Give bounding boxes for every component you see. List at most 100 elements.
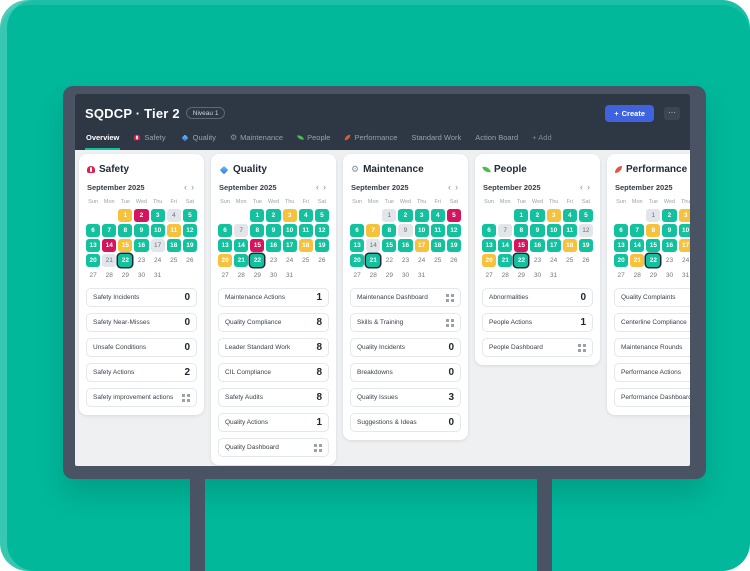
day-cell[interactable]: 10	[150, 224, 165, 237]
day-cell[interactable]: 7	[102, 224, 117, 237]
day-cell[interactable]: 23	[269, 257, 278, 264]
day-cell[interactable]: 4	[562, 209, 577, 222]
day-cell[interactable]: 28	[105, 272, 113, 279]
tab-add[interactable]: + Add	[531, 130, 552, 150]
day-cell[interactable]: 25	[302, 257, 310, 264]
day-cell[interactable]: 31	[418, 272, 426, 279]
day-cell[interactable]: 12	[446, 224, 461, 237]
day-cell[interactable]: 30	[665, 272, 674, 279]
metric-row-safety-near-misses[interactable]: Safety Near-Misses 0	[86, 313, 197, 332]
day-cell[interactable]: 15	[514, 239, 529, 252]
metric-row-suggestions-ideas[interactable]: Suggestions & Ideas 0	[350, 413, 461, 432]
day-cell[interactable]: 27	[617, 272, 625, 279]
day-cell[interactable]: 23	[533, 257, 542, 264]
day-cell[interactable]: 28	[633, 272, 641, 279]
metric-row-cil-compliance[interactable]: CIL Compliance 8	[218, 363, 329, 382]
day-cell[interactable]: 21	[102, 254, 117, 267]
day-cell[interactable]: 4	[166, 209, 181, 222]
day-cell[interactable]: 21	[498, 254, 513, 267]
day-cell[interactable]: 11	[562, 224, 577, 237]
metric-row-maintenance-actions[interactable]: Maintenance Actions 1	[218, 288, 329, 307]
metric-row-breakdowns[interactable]: Breakdowns 0	[350, 363, 461, 382]
day-cell[interactable]: 17	[150, 239, 165, 252]
day-cell[interactable]: 2	[530, 209, 545, 222]
day-cell[interactable]: 21	[630, 254, 645, 267]
day-cell[interactable]: 9	[134, 224, 149, 237]
metric-row-people-actions[interactable]: People Actions 1	[482, 313, 593, 332]
day-cell[interactable]: 30	[533, 272, 542, 279]
day-cell[interactable]: 15	[382, 239, 397, 252]
tab-performance[interactable]: Performance	[343, 130, 398, 150]
day-cell[interactable]: 10	[282, 224, 297, 237]
day-cell[interactable]: 27	[89, 272, 97, 279]
day-cell[interactable]: 26	[582, 257, 590, 264]
day-cell[interactable]: 6	[482, 224, 497, 237]
day-cell[interactable]: 20	[482, 254, 497, 267]
day-cell[interactable]: 27	[353, 272, 361, 279]
day-cell[interactable]: 29	[385, 272, 393, 279]
day-cell[interactable]: 27	[485, 272, 493, 279]
day-cell[interactable]: 12	[578, 224, 593, 237]
day-cell[interactable]: 9	[266, 224, 281, 237]
tab-maintenance[interactable]: ⚙ Maintenance	[229, 130, 284, 150]
day-cell[interactable]: 2	[662, 209, 677, 222]
day-cell[interactable]: 11	[166, 224, 181, 237]
day-cell[interactable]: 7	[366, 224, 381, 237]
day-cell[interactable]: 24	[286, 257, 294, 264]
day-cell[interactable]: 13	[482, 239, 497, 252]
day-cell[interactable]: 10	[678, 224, 690, 237]
next-month-button[interactable]: ›	[587, 182, 590, 192]
next-month-button[interactable]: ›	[455, 182, 458, 192]
create-button[interactable]: + Create	[605, 104, 654, 122]
day-cell[interactable]: 30	[137, 272, 146, 279]
day-cell[interactable]: 8	[382, 224, 397, 237]
metric-row-maintenance-rounds[interactable]: Maintenance Rounds	[614, 338, 690, 357]
next-month-button[interactable]: ›	[191, 182, 194, 192]
day-cell[interactable]: 29	[253, 272, 261, 279]
day-cell[interactable]: 13	[614, 239, 629, 252]
day-cell[interactable]: 20	[218, 254, 233, 267]
day-cell[interactable]: 18	[430, 239, 445, 252]
prev-month-button[interactable]: ‹	[184, 182, 187, 192]
next-month-button[interactable]: ›	[323, 182, 326, 192]
metric-row-centerline-compliance[interactable]: Centerline Compliance	[614, 313, 690, 332]
day-cell[interactable]: 16	[530, 239, 545, 252]
day-cell[interactable]: 3	[150, 209, 165, 222]
day-cell[interactable]: 25	[566, 257, 574, 264]
tab-overview[interactable]: Overview	[85, 130, 121, 150]
day-cell[interactable]: 28	[237, 272, 245, 279]
day-cell[interactable]: 25	[170, 257, 178, 264]
day-cell[interactable]: 16	[662, 239, 677, 252]
day-cell[interactable]: 15	[646, 239, 661, 252]
prev-month-button[interactable]: ‹	[316, 182, 319, 192]
day-cell[interactable]: 30	[401, 272, 410, 279]
day-cell[interactable]: 15	[118, 239, 133, 252]
day-cell[interactable]: 16	[266, 239, 281, 252]
day-cell[interactable]: 1	[646, 209, 661, 222]
day-cell[interactable]: 3	[282, 209, 297, 222]
metric-row-leader-standard-work[interactable]: Leader Standard Work 8	[218, 338, 329, 357]
day-cell[interactable]: 24	[682, 257, 690, 264]
metric-row-quality-incidents[interactable]: Quality Incidents 0	[350, 338, 461, 357]
day-cell[interactable]: 20	[350, 254, 365, 267]
day-cell[interactable]: 31	[286, 272, 294, 279]
day-cell[interactable]: 21	[234, 254, 249, 267]
day-cell[interactable]: 31	[682, 272, 690, 279]
day-cell[interactable]: 31	[154, 272, 162, 279]
day-cell[interactable]: 5	[314, 209, 329, 222]
day-cell[interactable]: 1	[514, 209, 529, 222]
day-cell[interactable]: 22	[385, 257, 393, 264]
day-cell[interactable]: 5	[182, 209, 197, 222]
day-cell[interactable]: 19	[182, 239, 197, 252]
day-cell[interactable]: 19	[446, 239, 461, 252]
day-cell[interactable]: 9	[530, 224, 545, 237]
day-cell[interactable]: 6	[218, 224, 233, 237]
metric-row-quality-issues[interactable]: Quality Issues 3	[350, 388, 461, 407]
metric-row-unsafe-conditions[interactable]: Unsafe Conditions 0	[86, 338, 197, 357]
day-cell[interactable]: 18	[298, 239, 313, 252]
day-cell[interactable]: 12	[314, 224, 329, 237]
tab-action-board[interactable]: Action Board	[474, 130, 519, 150]
day-cell[interactable]: 4	[430, 209, 445, 222]
tab-people[interactable]: People	[296, 130, 331, 150]
day-cell[interactable]: 25	[434, 257, 442, 264]
